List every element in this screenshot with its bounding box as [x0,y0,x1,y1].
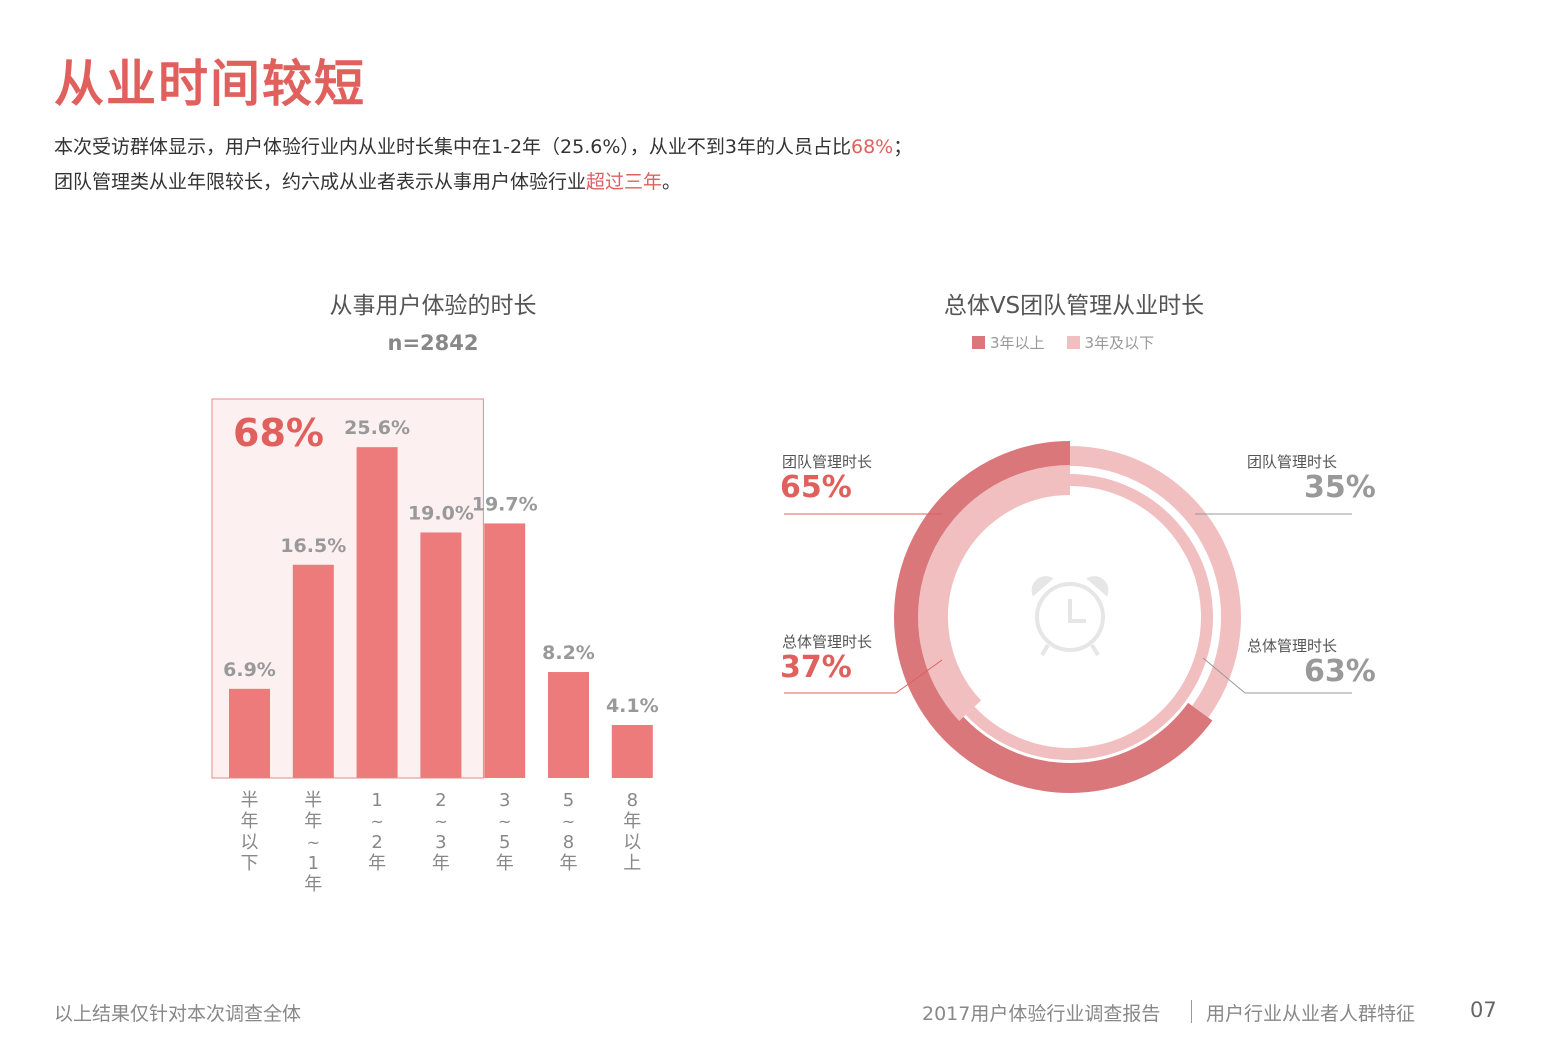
leader-line-overall-3-or-less [1202,657,1246,694]
team-label-left: 团队管理时长 [782,453,873,471]
donut-inner-segment [918,465,1071,722]
summary-text: ； [893,136,913,158]
legend-item-over-3-years: 3年以上 [972,332,1045,353]
bar [356,447,398,778]
summary-highlight: 超过三年 [586,171,663,193]
summary-text: 。 [662,171,682,193]
team-label-right: 团队管理时长 [1247,453,1338,471]
summary-text: 本次受访群体显示，用户体验行业内从业时长集中在1-2年（25.6%），从业不到3… [54,136,851,158]
bar [548,672,589,778]
bar-value-label: 25.6% [344,417,410,439]
bar-value-label: 8.2% [542,642,595,664]
bar-chart-subtitle: n=2842 [387,331,479,355]
bar [229,688,270,778]
footer-divider [1191,1000,1192,1023]
bar-value-label: 6.9% [223,659,276,681]
footer-section: 用户行业从业者人群特征 [1206,1003,1416,1025]
donut-outer-segment [894,441,1213,793]
legend-label: 3年及以下 [1084,334,1155,352]
summary-highlight: 68% [850,136,894,158]
category-label: 3 ~5 年 [496,790,514,874]
legend-swatch-dark [972,336,985,349]
page-number: 07 [1470,998,1497,1022]
legend-label: 3年以上 [990,334,1045,352]
overall-label-left: 总体管理时长 [782,633,873,651]
bar [484,523,526,778]
overall-value-over-3: 37% [780,650,852,685]
category-label: 半年~ 1 年 [304,790,322,895]
team-value-3-or-less: 35% [1304,470,1376,505]
bar [420,532,462,778]
category-label: 1 ~2 年 [368,790,386,874]
highlight-label: 68% [233,411,324,455]
summary-line-2: 团队管理类从业年限较长，约六成从业者表示从事用户体验行业超过三年。 [54,167,681,194]
alarm-clock-icon [1031,576,1109,657]
category-label: 半年以下 [241,790,259,874]
category-label: 5 ~8 年 [560,790,578,874]
donut-chart-title: 总体VS团队管理从业时长 [943,293,1205,319]
donut-inner-segment [965,474,1213,760]
page-title: 从业时间较短 [54,55,366,113]
bar-value-label: 16.5% [280,535,346,557]
leader-line-overall-over-3 [895,659,943,694]
legend-item-3-years-or-less: 3年及以下 [1066,332,1155,353]
bar-chart-title: 从事用户体验的时长 [329,293,537,319]
summary-text: 团队管理类从业年限较长，约六成从业者表示从事用户体验行业 [54,171,587,193]
bar-chart: 68% 6.9% 半年以下 16.5% 半年~ 1 年 25.6% 1 ~2 年 19.0% 2 ~3 年 1… [211,398,659,895]
team-value-over-3: 65% [780,470,852,505]
bar [611,725,653,778]
legend-swatch-light [1066,336,1080,349]
bar-value-label: 19.0% [408,502,474,524]
bar-value-label: 19.7% [472,493,538,515]
category-label: 2 ~3 年 [432,790,450,874]
overall-value-3-or-less: 63% [1304,654,1376,689]
overall-label-right: 总体管理时长 [1247,637,1338,655]
footer-report-title: 2017用户体验行业调查报告 [922,1003,1161,1025]
category-label: 8 年以上 [623,790,641,874]
donut-legend: 3年以上 3年及以下 [972,332,1176,353]
summary-line-1: 本次受访群体显示，用户体验行业内从业时长集中在1-2年（25.6%），从业不到3… [54,132,912,159]
bar [292,564,334,778]
footer-note: 以上结果仅针对本次调查全体 [54,1003,302,1025]
donut-outer-segment [1069,446,1241,718]
bar-value-label: 4.1% [606,695,659,717]
donut-chart [784,441,1352,793]
